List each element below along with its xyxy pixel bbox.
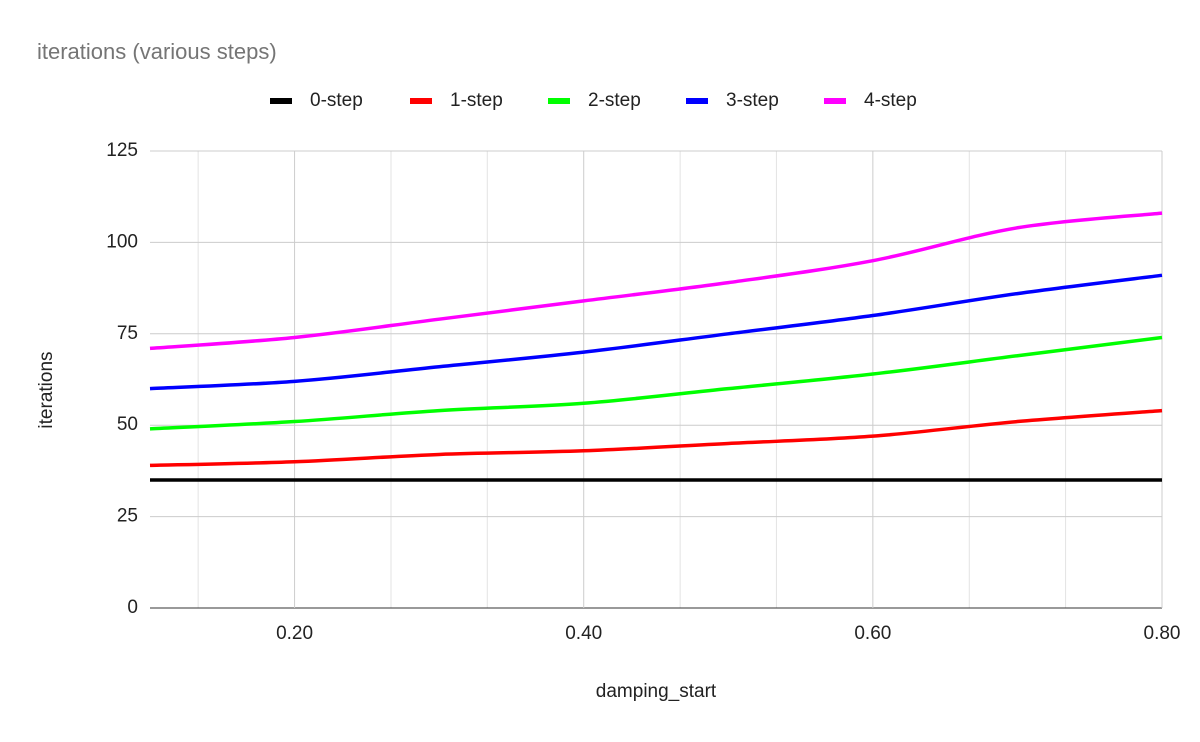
- y-axis-label: iterations: [36, 351, 57, 428]
- y-tick-label: 50: [117, 414, 138, 435]
- x-axis-label: damping_start: [596, 681, 717, 702]
- x-tick-label: 0.80: [1144, 623, 1181, 644]
- x-tick-label: 0.60: [854, 623, 891, 644]
- y-tick-label: 75: [117, 323, 138, 344]
- x-tick-label: 0.20: [276, 623, 313, 644]
- legend-label: 2-step: [588, 90, 641, 111]
- legend-label: 4-step: [864, 90, 917, 111]
- series-line: [149, 335, 1163, 431]
- series-line: [149, 273, 1163, 391]
- y-tick-label: 0: [127, 597, 138, 618]
- y-tick-label: 25: [117, 506, 138, 527]
- y-tick-label: 125: [106, 140, 138, 161]
- legend-label: 3-step: [726, 90, 779, 111]
- y-tick-label: 100: [106, 231, 138, 252]
- series-line: [149, 211, 1163, 351]
- legend-label: 1-step: [450, 90, 503, 111]
- x-tick-label: 0.40: [565, 623, 602, 644]
- series-line: [149, 408, 1163, 468]
- chart-title: iterations (various steps): [37, 39, 277, 64]
- legend-label: 0-step: [310, 90, 363, 111]
